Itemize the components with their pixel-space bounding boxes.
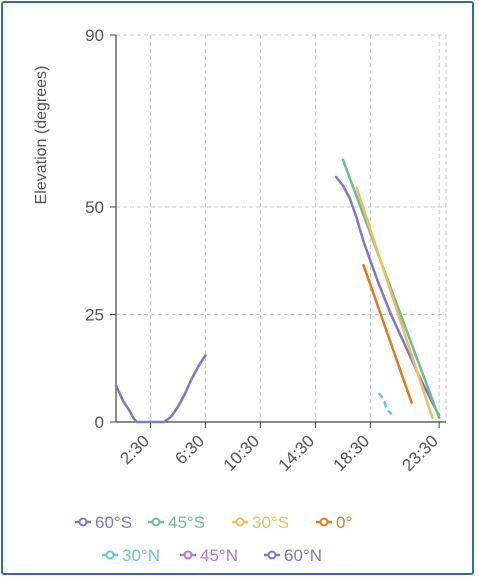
x-tick-label: 18:30 bbox=[330, 431, 374, 475]
legend-marker bbox=[319, 517, 329, 527]
series-line-2 bbox=[334, 175, 441, 417]
legend-item: 60°N bbox=[264, 546, 322, 565]
y-tick-label: 50 bbox=[85, 198, 104, 217]
grid-lines bbox=[116, 34, 447, 422]
y-tick-label: 25 bbox=[85, 306, 104, 325]
legend-label: 30°N bbox=[122, 546, 160, 565]
x-tick-label: 14:30 bbox=[275, 431, 319, 475]
x-tick-label: 2:30 bbox=[116, 431, 153, 468]
legend-item: 0° bbox=[316, 513, 352, 532]
x-tick-labels: 2:30 6:30 10:30 14:30 18:30 23:30 bbox=[116, 431, 442, 475]
legend-label: 60°S bbox=[95, 513, 132, 532]
legend-label: 30°S bbox=[252, 513, 289, 532]
legend-marker bbox=[78, 517, 88, 527]
legend-marker bbox=[105, 550, 115, 560]
x-tick-label: 6:30 bbox=[171, 431, 208, 468]
legend-item: 30°N bbox=[102, 546, 160, 565]
series-line-6 bbox=[378, 392, 393, 415]
y-tick-label: 90 bbox=[85, 26, 104, 45]
legend-item: 60°S bbox=[75, 513, 132, 532]
y-tick-label: 0 bbox=[95, 413, 104, 432]
legend-marker bbox=[151, 517, 161, 527]
legend-label: 45°S bbox=[168, 513, 205, 532]
series-layer bbox=[114, 158, 441, 424]
chart-frame bbox=[1, 1, 474, 575]
legend-marker bbox=[183, 550, 193, 560]
legend-marker bbox=[235, 517, 245, 527]
axes bbox=[110, 34, 446, 428]
legend: 60°S 45°S 30°S 0° 30°N 45°N 60°N bbox=[75, 513, 352, 565]
series-line-4 bbox=[355, 186, 434, 419]
legend-item: 45°S bbox=[148, 513, 205, 532]
legend-marker bbox=[267, 550, 277, 560]
y-tick-labels: 0 25 50 90 bbox=[85, 26, 104, 432]
legend-label: 0° bbox=[336, 513, 352, 532]
legend-label: 60°N bbox=[284, 546, 322, 565]
legend-label: 45°N bbox=[200, 546, 238, 565]
x-tick-label: 10:30 bbox=[220, 431, 264, 475]
legend-item: 45°N bbox=[180, 546, 238, 565]
legend-item: 30°S bbox=[232, 513, 289, 532]
series-line-0 bbox=[114, 354, 207, 424]
x-tick-label: 23:30 bbox=[398, 431, 442, 475]
y-axis-label: Elevation (degrees) bbox=[33, 66, 50, 205]
series-line-5 bbox=[362, 263, 413, 404]
